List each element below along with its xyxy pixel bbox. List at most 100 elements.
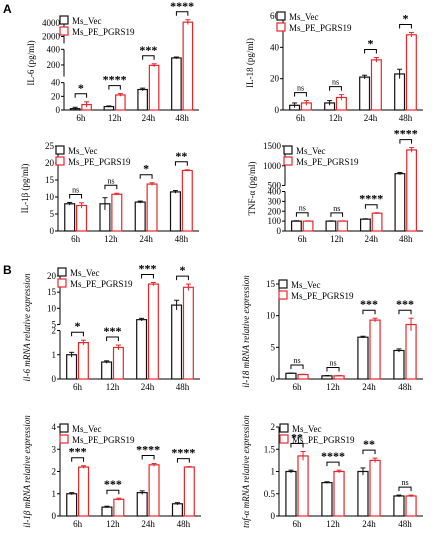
y-tick-label: 500 bbox=[268, 181, 282, 191]
x-tick-label: 6h bbox=[293, 519, 303, 529]
bar-pe bbox=[181, 169, 193, 232]
legend-label-vec: Ms_Vec bbox=[289, 12, 319, 22]
x-tick-label: 6h bbox=[71, 234, 81, 244]
significance-bracket bbox=[106, 489, 120, 495]
y-tick-label: 60 bbox=[270, 11, 280, 21]
y-tick-label: 20 bbox=[45, 158, 55, 168]
y-tick-label: 15 bbox=[266, 279, 276, 289]
bar-vec bbox=[171, 57, 182, 111]
significance-bracket bbox=[294, 92, 307, 97]
legend-swatch-pe bbox=[278, 290, 288, 300]
x-tick-label: 12h bbox=[329, 113, 343, 123]
significance-label: ns bbox=[297, 84, 304, 93]
bar-pe bbox=[333, 375, 345, 380]
bar-vec bbox=[393, 349, 405, 380]
significance-label: * bbox=[143, 162, 149, 176]
significance-label: **** bbox=[170, 0, 194, 13]
y-tick-label: 40 bbox=[270, 42, 280, 52]
y-tick-label: 0 bbox=[271, 511, 276, 521]
significance-bracket bbox=[139, 174, 153, 179]
y-tick-label: 1500 bbox=[263, 141, 282, 151]
y-axis-label: TNF-α (pg/ml) bbox=[247, 162, 257, 216]
bar-vec bbox=[357, 470, 369, 517]
significance-bracket bbox=[176, 275, 189, 281]
legend-label-pe: Ms_PE_PGRS19 bbox=[292, 435, 355, 445]
significance-bracket bbox=[398, 486, 412, 492]
x-tick-label: 48h bbox=[177, 519, 191, 529]
bar-pe bbox=[182, 21, 194, 111]
bar-pe bbox=[78, 466, 90, 517]
bar-vec bbox=[66, 493, 78, 517]
legend-label-vec: Ms_Vec bbox=[72, 16, 102, 26]
significance-label: *** bbox=[139, 261, 157, 275]
significance-bracket bbox=[399, 139, 413, 144]
y-axis-label: IL-6 (pg/ml) bbox=[26, 40, 36, 85]
significance-label: *** bbox=[396, 297, 414, 311]
significance-label: *** bbox=[139, 43, 157, 57]
significance-bracket bbox=[329, 86, 342, 91]
legend-swatch-vec bbox=[283, 145, 293, 155]
bar-pe bbox=[369, 319, 381, 380]
x-tick-label: 6h bbox=[76, 113, 86, 123]
legend-label-vec: Ms_Vec bbox=[72, 424, 102, 434]
significance-label: ns bbox=[332, 78, 339, 87]
significance-bracket bbox=[106, 336, 119, 342]
y-tick-label: 10 bbox=[45, 192, 55, 202]
y-tick-label: 10 bbox=[266, 311, 276, 321]
significance-bracket bbox=[71, 457, 85, 462]
x-tick-label: 12h bbox=[104, 234, 118, 244]
legend-swatch-pe bbox=[276, 22, 286, 32]
y-tick-label: 40 bbox=[51, 78, 61, 88]
significance-label: ns bbox=[333, 204, 340, 213]
y-tick-label: 2 bbox=[271, 422, 276, 432]
bar-pe bbox=[111, 193, 123, 232]
legend-swatch-pe bbox=[283, 156, 293, 166]
legend-swatch-vec bbox=[57, 267, 67, 277]
significance-label: ns bbox=[107, 176, 114, 185]
significance-bracket bbox=[326, 461, 340, 467]
bar-pe bbox=[333, 470, 345, 517]
bar-vec bbox=[285, 372, 297, 380]
bar-pe bbox=[337, 220, 349, 232]
x-tick-label: 48h bbox=[398, 519, 412, 529]
bar-pe bbox=[147, 283, 159, 380]
bar-vec bbox=[359, 218, 371, 232]
legend-swatch-vec bbox=[279, 423, 289, 433]
y-tick-label: 5 bbox=[50, 209, 55, 219]
bar-pe bbox=[369, 459, 381, 517]
x-tick-label: 6h bbox=[73, 519, 83, 529]
x-tick-label: 48h bbox=[176, 382, 190, 392]
y-tick-label: 1.5 bbox=[264, 444, 276, 454]
bar-vec bbox=[321, 482, 333, 517]
bar-pe bbox=[371, 212, 383, 232]
x-tick-label: 24h bbox=[142, 113, 156, 123]
significance-bracket bbox=[364, 49, 377, 54]
bar-vec bbox=[101, 506, 113, 517]
bar-vec bbox=[134, 201, 146, 232]
bar-vec bbox=[394, 73, 406, 111]
x-tick-label: 24h bbox=[141, 382, 155, 392]
y-tick-label: 400 bbox=[47, 44, 61, 54]
y-tick-label: 0 bbox=[271, 374, 276, 384]
bar-vec bbox=[357, 336, 369, 380]
significance-bracket bbox=[174, 161, 188, 166]
bar-pe bbox=[182, 286, 194, 380]
y-axis-label: IL-1β (pg/ml) bbox=[20, 164, 30, 214]
x-tick-label: 24h bbox=[141, 519, 155, 529]
y-tick-label: 1 bbox=[52, 350, 57, 360]
legend-label-vec: Ms_Vec bbox=[70, 268, 100, 278]
y-axis-label: il-1β mRNA relative expression bbox=[22, 415, 32, 528]
y-tick-label: 4000 bbox=[42, 18, 61, 28]
bar-vec bbox=[64, 203, 76, 232]
significance-label: *** bbox=[104, 324, 122, 338]
y-tick-label: 1 bbox=[52, 489, 57, 499]
legend-label-pe: Ms_PE_PGRS19 bbox=[72, 27, 135, 37]
y-tick-label: 200 bbox=[268, 206, 282, 216]
bar-vec bbox=[136, 492, 148, 517]
x-tick-label: 24h bbox=[365, 234, 379, 244]
y-tick-label: 0 bbox=[56, 105, 61, 115]
y-tick-label: 0 bbox=[50, 226, 55, 236]
y-tick-label: 400 bbox=[268, 187, 282, 197]
significance-label: * bbox=[180, 263, 186, 277]
